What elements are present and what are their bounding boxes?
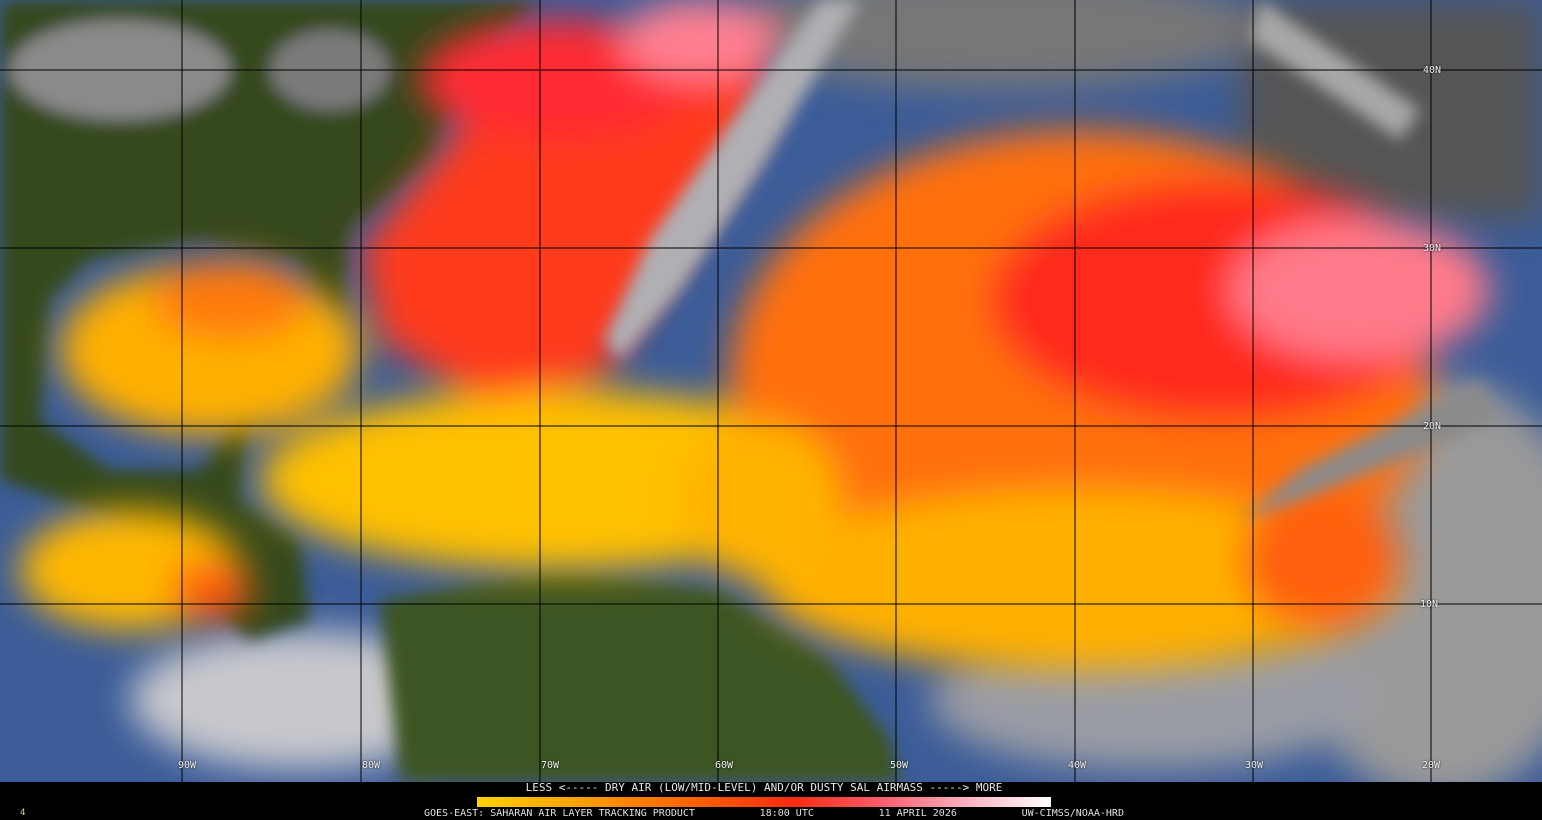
legend-caption: LESS <----- DRY AIR (LOW/MID-LEVEL) AND/… [525,781,1003,794]
lat-label-30n: 30N [1423,243,1442,254]
lon-label-60w: 60W [715,760,734,771]
lon-label-20w: 20W [1422,760,1441,771]
land-layer [0,0,900,782]
sal-airmass-layer [20,0,1490,670]
legend-color-bar [477,797,1051,807]
lon-label-40w: 40W [1068,760,1087,771]
lat-lon-grid [0,0,1542,782]
lat-label-10n: 10N [1420,599,1439,610]
lon-label-50w: 50W [890,760,909,771]
lon-label-70w: 70W [541,760,560,771]
product-time: 18:00 UTC [759,808,814,819]
product-name: GOES-EAST: SAHARAN AIR LAYER TRACKING PR… [424,808,695,819]
lon-label-80w: 80W [362,760,381,771]
product-date: 11 APRIL 2026 [878,808,957,819]
satellite-map [0,0,1542,782]
lat-label-20n: 20N [1423,421,1442,432]
lon-label-30w: 30W [1245,760,1264,771]
product-footer: GOES-EAST: SAHARAN AIR LAYER TRACKING PR… [424,808,1124,819]
product-credit: UW-CIMSS/NOAA-HRD [1021,808,1124,819]
lat-label-40n: 40N [1423,65,1442,76]
frame-number: 4 [20,808,26,818]
lon-label-90w: 90W [178,760,197,771]
